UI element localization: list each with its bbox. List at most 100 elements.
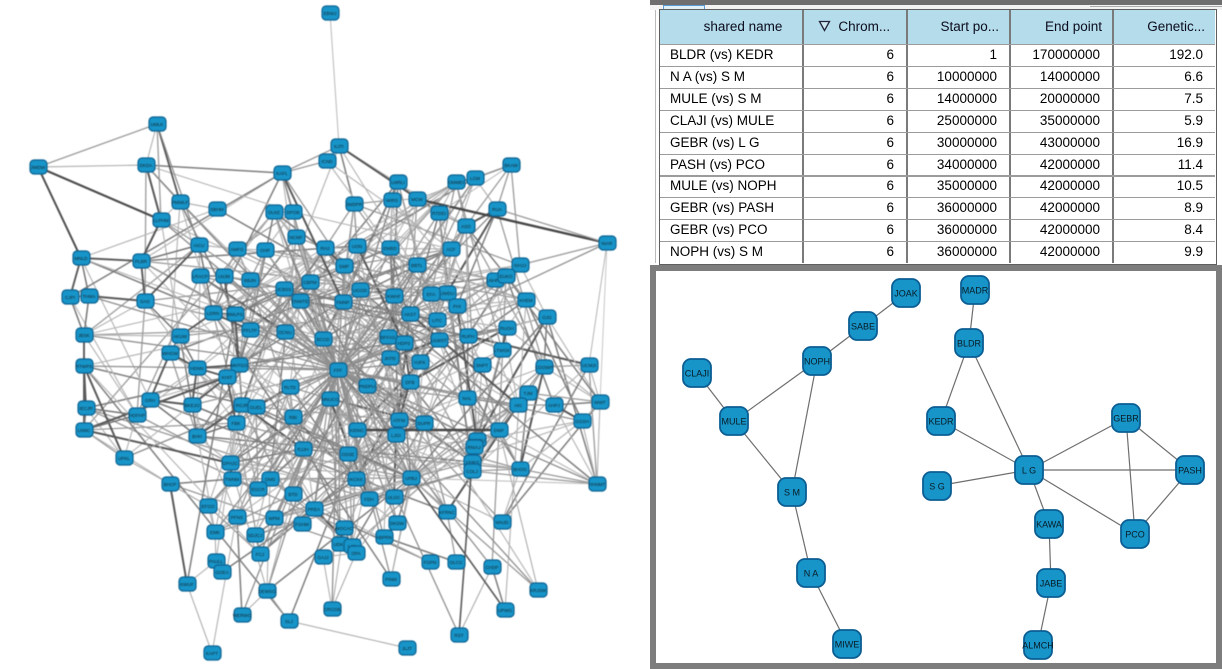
svg-text:KAPT: KAPT bbox=[206, 651, 218, 656]
svg-text:LNJM: LNJM bbox=[218, 274, 230, 279]
svg-text:SNPT: SNPT bbox=[476, 363, 488, 368]
svg-text:NAL: NAL bbox=[463, 396, 472, 401]
svg-text:UCMJI: UCMJI bbox=[582, 363, 596, 368]
svg-text:AKUW: AKUW bbox=[173, 334, 187, 339]
svg-text:TWNM: TWNM bbox=[225, 477, 239, 482]
svg-text:SMP: SMP bbox=[339, 264, 349, 269]
svg-text:WHGW: WHGW bbox=[162, 351, 178, 356]
svg-text:UWDU: UWDU bbox=[440, 291, 454, 296]
svg-text:PFLTP: PFLTP bbox=[243, 328, 257, 333]
svg-text:HJFK: HJFK bbox=[414, 360, 426, 365]
svg-text:MIWE: MIWE bbox=[835, 640, 860, 650]
svg-text:RHJ: RHJ bbox=[321, 246, 330, 251]
svg-text:S M: S M bbox=[784, 488, 800, 498]
svg-text:NCMF: NCMF bbox=[289, 235, 302, 240]
svg-text:BHOG: BHOG bbox=[513, 467, 527, 472]
svg-text:UPBJ: UPBJ bbox=[405, 476, 417, 481]
svg-text:RBI: RBI bbox=[289, 415, 297, 420]
svg-text:BHCP: BHCP bbox=[164, 482, 177, 487]
svg-text:FMNP: FMNP bbox=[336, 300, 349, 305]
svg-text:OMMEI: OMMEI bbox=[448, 180, 464, 185]
svg-text:L G: L G bbox=[1022, 466, 1036, 476]
svg-text:JOAK: JOAK bbox=[894, 289, 918, 299]
svg-text:RUA: RUA bbox=[492, 207, 503, 212]
svg-text:AKST: AKST bbox=[404, 312, 416, 317]
svg-text:KHIT: KHIT bbox=[222, 375, 233, 380]
svg-text:LITC: LITC bbox=[432, 318, 443, 323]
svg-text:JWDPR: JWDPR bbox=[346, 202, 363, 207]
svg-text:BFFAG: BFFAG bbox=[380, 335, 395, 340]
svg-text:BMLPS: BMLPS bbox=[227, 312, 243, 317]
svg-text:ULWST: ULWST bbox=[431, 338, 447, 343]
svg-text:CHDP: CHDP bbox=[485, 565, 498, 570]
svg-text:RUOH: RUOH bbox=[500, 326, 514, 331]
svg-text:AHPJ: AHPJ bbox=[548, 403, 560, 408]
svg-text:KWUF: KWUF bbox=[180, 582, 194, 587]
svg-text:DEWSG: DEWSG bbox=[258, 589, 276, 594]
svg-text:EBWJ: EBWJ bbox=[324, 11, 337, 16]
svg-text:JWEMI: JWEMI bbox=[31, 165, 46, 170]
svg-text:ASO: ASO bbox=[461, 224, 471, 229]
svg-text:FOPN: FOPN bbox=[424, 560, 437, 565]
svg-text:DKDW: DKDW bbox=[390, 521, 405, 526]
svg-text:AICU: AICU bbox=[194, 243, 205, 248]
svg-text:AMFG: AMFG bbox=[230, 247, 244, 252]
svg-text:BBTL: BBTL bbox=[411, 263, 423, 268]
svg-text:KHEM: KHEM bbox=[519, 298, 532, 303]
svg-text:MCW: MCW bbox=[411, 197, 423, 202]
svg-text:NOPH: NOPH bbox=[804, 357, 830, 367]
svg-text:RNIAJ: RNIAJ bbox=[467, 445, 480, 450]
svg-text:FBK: FBK bbox=[232, 421, 242, 426]
svg-text:GOEA: GOEA bbox=[215, 570, 229, 575]
svg-text:ICND: ICND bbox=[321, 159, 333, 164]
svg-text:N A: N A bbox=[804, 569, 819, 579]
svg-text:EMBD: EMBD bbox=[383, 246, 397, 251]
svg-text:MNUCO: MNUCO bbox=[321, 397, 339, 402]
svg-text:SLJ: SLJ bbox=[285, 619, 293, 624]
svg-text:WIRS: WIRS bbox=[386, 198, 398, 203]
svg-text:BCCD: BCCD bbox=[316, 337, 330, 342]
svg-text:GUEL: GUEL bbox=[250, 405, 263, 410]
svg-text:ENWTE: ENWTE bbox=[292, 299, 309, 304]
svg-text:WOCAC: WOCAC bbox=[335, 526, 353, 531]
svg-text:PMWLF: PMWLF bbox=[172, 200, 189, 205]
svg-text:KAFL: KAFL bbox=[276, 171, 288, 176]
svg-text:PAULL: PAULL bbox=[209, 559, 224, 564]
svg-text:KEDR: KEDR bbox=[928, 417, 954, 427]
svg-text:NIAR: NIAR bbox=[602, 241, 614, 246]
svg-text:THMA: THMA bbox=[82, 294, 96, 299]
svg-text:IKCKK: IKCKK bbox=[349, 477, 364, 482]
svg-text:UPWG: UPWG bbox=[498, 608, 513, 613]
svg-text:LNNC: LNNC bbox=[78, 428, 91, 433]
svg-text:PNDPU: PNDPU bbox=[359, 384, 375, 389]
svg-text:OSSE: OSSE bbox=[342, 452, 355, 457]
svg-text:RTDEI: RTDEI bbox=[432, 211, 446, 216]
svg-text:TJM: TJM bbox=[524, 391, 533, 396]
svg-text:PREA: PREA bbox=[308, 507, 321, 512]
svg-text:UGOD: UGOD bbox=[353, 288, 367, 293]
svg-text:UMLK: UMLK bbox=[151, 122, 165, 127]
svg-text:UON: UON bbox=[352, 244, 362, 249]
svg-text:LNHRW: LNHRW bbox=[487, 278, 504, 283]
svg-text:LDRN: LDRN bbox=[207, 311, 220, 316]
svg-text:BTD: BTD bbox=[288, 492, 298, 497]
svg-text:KWHF: KWHF bbox=[387, 294, 401, 299]
svg-text:SABE: SABE bbox=[851, 322, 875, 332]
svg-text:JABE: JABE bbox=[1040, 579, 1063, 589]
svg-text:PFNS: PFNS bbox=[231, 515, 243, 520]
svg-text:AKI: AKI bbox=[514, 403, 521, 408]
svg-text:PLBR: PLBR bbox=[135, 259, 148, 264]
svg-text:FCJ: FCJ bbox=[256, 552, 264, 557]
svg-text:BKEJO: BKEJO bbox=[184, 403, 199, 408]
svg-text:KRJSM: KRJSM bbox=[530, 588, 546, 593]
svg-text:CJPI: CJPI bbox=[65, 295, 75, 300]
svg-text:GPHJC: GPHJC bbox=[222, 461, 238, 466]
svg-text:SBHM: SBHM bbox=[210, 207, 223, 212]
svg-text:DWF: DWF bbox=[494, 428, 505, 433]
svg-text:KAWA: KAWA bbox=[1036, 520, 1062, 530]
svg-text:BHH: BHH bbox=[192, 434, 202, 439]
svg-text:BLDR: BLDR bbox=[957, 339, 982, 349]
svg-text:ACF: ACF bbox=[446, 247, 455, 252]
svg-text:ATFM: ATFM bbox=[393, 418, 405, 423]
svg-text:DUPR: DUPR bbox=[417, 421, 431, 426]
